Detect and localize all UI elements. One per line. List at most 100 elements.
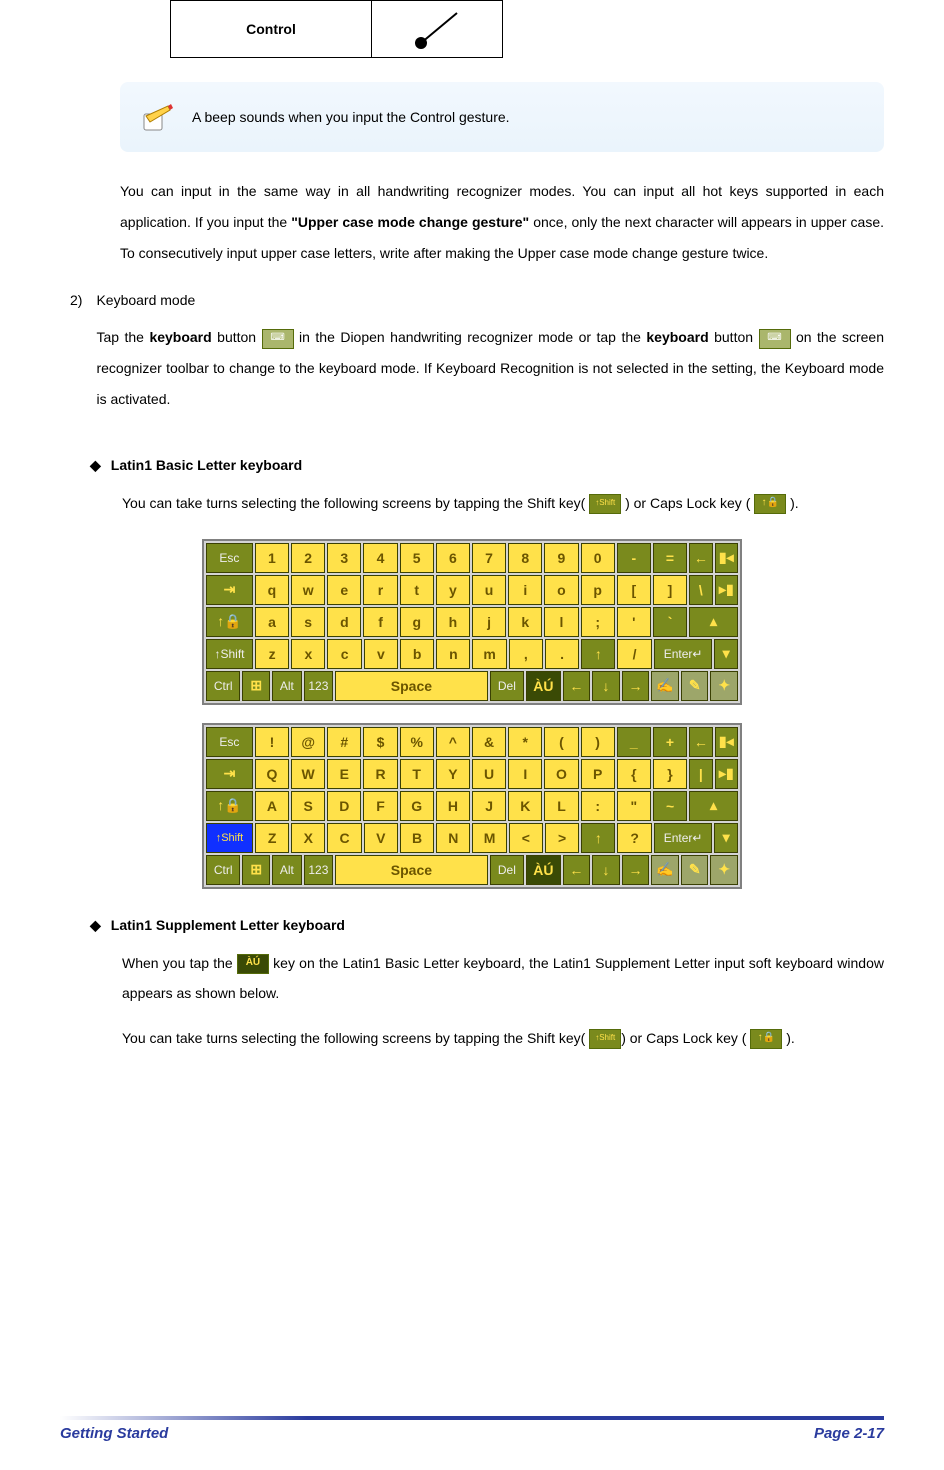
keyboard-key[interactable]: n: [436, 639, 470, 669]
keyboard-key[interactable]: y: [436, 575, 470, 605]
keyboard-key[interactable]: j: [472, 607, 506, 637]
keyboard-key[interactable]: ↓: [592, 855, 620, 885]
keyboard-key[interactable]: J: [472, 791, 506, 821]
keyboard-key[interactable]: #: [327, 727, 361, 757]
keyboard-key[interactable]: 9: [544, 543, 578, 573]
keyboard-key[interactable]: }: [653, 759, 687, 789]
keyboard-key[interactable]: 0: [581, 543, 615, 573]
keyboard-key[interactable]: C: [327, 823, 361, 853]
keyboard-key[interactable]: /: [617, 639, 651, 669]
keyboard-key[interactable]: ⊞: [242, 855, 270, 885]
keyboard-key[interactable]: ;: [581, 607, 615, 637]
keyboard-key[interactable]: ←: [563, 671, 591, 701]
keyboard-key[interactable]: 7: [472, 543, 506, 573]
keyboard-key[interactable]: D: [327, 791, 361, 821]
keyboard-key[interactable]: S: [291, 791, 325, 821]
keyboard-key[interactable]: E: [327, 759, 361, 789]
keyboard-key[interactable]: ✎: [681, 671, 709, 701]
keyboard-key[interactable]: s: [291, 607, 325, 637]
keyboard-key[interactable]: %: [400, 727, 434, 757]
keyboard-key[interactable]: ↑Shift: [206, 823, 253, 853]
keyboard-key[interactable]: U: [472, 759, 506, 789]
keyboard-key[interactable]: R: [363, 759, 397, 789]
keyboard-key[interactable]: K: [508, 791, 542, 821]
keyboard-key[interactable]: 3: [327, 543, 361, 573]
keyboard-key[interactable]: b: [400, 639, 434, 669]
keyboard-key[interactable]: Y: [436, 759, 470, 789]
keyboard-key[interactable]: ✦: [710, 671, 738, 701]
keyboard-key[interactable]: 2: [291, 543, 325, 573]
keyboard-key[interactable]: Ctrl: [206, 855, 240, 885]
keyboard-key[interactable]: ←: [689, 543, 712, 573]
keyboard-key[interactable]: ÀÚ: [526, 671, 560, 701]
keyboard-key[interactable]: ←: [563, 855, 591, 885]
keyboard-key[interactable]: =: [653, 543, 687, 573]
keyboard-key[interactable]: ↑🔒: [206, 607, 253, 637]
keyboard-key[interactable]: w: [291, 575, 325, 605]
keyboard-key[interactable]: B: [400, 823, 434, 853]
keyboard-key[interactable]: $: [363, 727, 397, 757]
keyboard-key[interactable]: &: [472, 727, 506, 757]
keyboard-key[interactable]: Enter↵: [654, 823, 713, 853]
keyboard-key[interactable]: <: [509, 823, 543, 853]
keyboard-key[interactable]: _: [617, 727, 651, 757]
keyboard-key[interactable]: ↑Shift: [206, 639, 253, 669]
keyboard-key[interactable]: 1: [255, 543, 289, 573]
keyboard-key[interactable]: T: [400, 759, 434, 789]
keyboard-key[interactable]: a: [255, 607, 289, 637]
keyboard-key[interactable]: Space: [335, 671, 488, 701]
keyboard-key[interactable]: I: [508, 759, 542, 789]
keyboard-key[interactable]: ⊞: [242, 671, 270, 701]
keyboard-key[interactable]: {: [617, 759, 651, 789]
keyboard-key[interactable]: O: [544, 759, 578, 789]
keyboard-key[interactable]: ▮◂: [715, 727, 738, 757]
keyboard-key[interactable]: W: [291, 759, 325, 789]
keyboard-key[interactable]: ▾: [714, 639, 738, 669]
keyboard-key[interactable]: u: [472, 575, 506, 605]
keyboard-key[interactable]: ?: [617, 823, 651, 853]
keyboard-key[interactable]: ": [617, 791, 651, 821]
keyboard-key[interactable]: q: [255, 575, 289, 605]
keyboard-key[interactable]: ↓: [592, 671, 620, 701]
keyboard-key[interactable]: f: [363, 607, 397, 637]
keyboard-key[interactable]: Ctrl: [206, 671, 240, 701]
keyboard-key[interactable]: Alt: [272, 855, 302, 885]
keyboard-key[interactable]: x: [291, 639, 325, 669]
keyboard-key[interactable]: V: [364, 823, 398, 853]
keyboard-key[interactable]: d: [327, 607, 361, 637]
keyboard-key[interactable]: v: [364, 639, 398, 669]
keyboard-key[interactable]: |: [689, 759, 712, 789]
keyboard-key[interactable]: +: [653, 727, 687, 757]
keyboard-key[interactable]: t: [400, 575, 434, 605]
keyboard-key[interactable]: e: [327, 575, 361, 605]
keyboard-key[interactable]: g: [400, 607, 434, 637]
keyboard-key[interactable]: ~: [653, 791, 687, 821]
keyboard-key[interactable]: i: [508, 575, 542, 605]
keyboard-key[interactable]: o: [544, 575, 578, 605]
keyboard-key[interactable]: Esc: [206, 543, 253, 573]
keyboard-key[interactable]: ): [581, 727, 615, 757]
keyboard-key[interactable]: Z: [255, 823, 289, 853]
keyboard-key[interactable]: ⇥: [206, 575, 253, 605]
keyboard-key[interactable]: Alt: [272, 671, 302, 701]
keyboard-key[interactable]: `: [653, 607, 687, 637]
keyboard-key[interactable]: A: [255, 791, 289, 821]
keyboard-key[interactable]: P: [581, 759, 615, 789]
keyboard-key[interactable]: *: [508, 727, 542, 757]
keyboard-key[interactable]: ▮◂: [715, 543, 738, 573]
keyboard-key[interactable]: (: [544, 727, 578, 757]
keyboard-key[interactable]: ': [617, 607, 651, 637]
keyboard-key[interactable]: F: [363, 791, 397, 821]
keyboard-key[interactable]: ▸▮: [715, 759, 738, 789]
keyboard-key[interactable]: ▸▮: [715, 575, 738, 605]
keyboard-key[interactable]: ▴: [689, 791, 738, 821]
keyboard-key[interactable]: M: [472, 823, 506, 853]
keyboard-key[interactable]: Space: [335, 855, 488, 885]
keyboard-key[interactable]: h: [436, 607, 470, 637]
keyboard-key[interactable]: H: [436, 791, 470, 821]
keyboard-key[interactable]: z: [255, 639, 289, 669]
keyboard-key[interactable]: Q: [255, 759, 289, 789]
keyboard-key[interactable]: →: [622, 855, 650, 885]
keyboard-key[interactable]: \: [689, 575, 712, 605]
keyboard-key[interactable]: .: [545, 639, 579, 669]
